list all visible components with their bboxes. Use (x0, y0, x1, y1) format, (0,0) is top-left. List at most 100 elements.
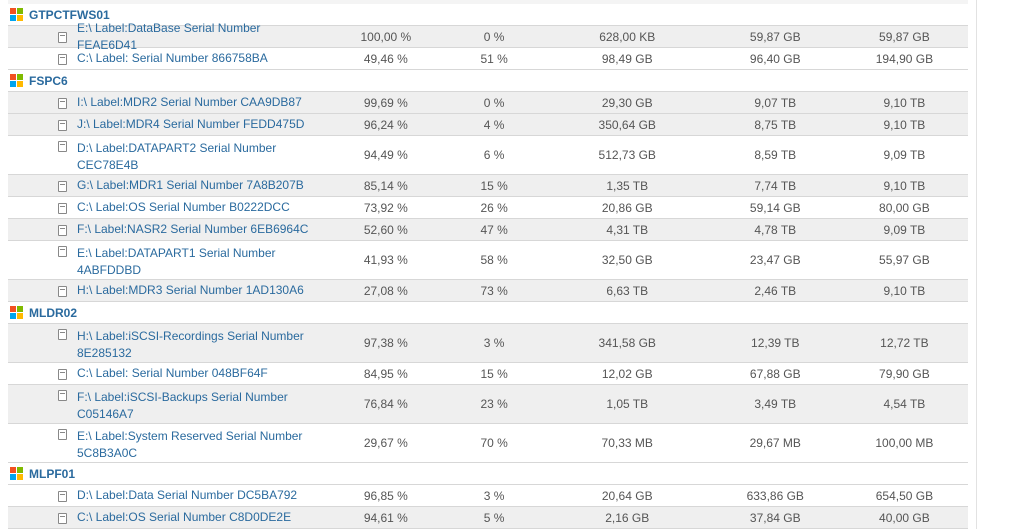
volume-link[interactable]: E:\ Label:System Reserved Serial Number … (77, 428, 303, 460)
used-size: 98,49 GB (601, 51, 653, 66)
free-size: 67,88 GB (749, 366, 801, 381)
used-percent: 85,14 % (363, 178, 408, 193)
table-row: E:\ Label:DATAPART1 Serial Number 4ABFDD… (8, 241, 968, 280)
volume-link[interactable]: F:\ Label:iSCSI-Backups Serial Number C0… (77, 389, 288, 421)
table-row: I:\ Label:MDR2 Serial Number CAA9DB87 99… (8, 92, 968, 114)
table-row: F:\ Label:NASR2 Serial Number 6EB6964C 5… (8, 219, 968, 241)
volume-icon (58, 202, 67, 214)
volume-icon (58, 53, 67, 65)
total-size: 9,10 TB (883, 283, 926, 298)
group-title[interactable]: GTPCTFWS01 (29, 7, 110, 22)
free-size: 37,84 GB (749, 510, 801, 525)
volume-table: GTPCTFWS01 E:\ Label:DataBase Serial Num… (8, 4, 968, 529)
free-percent: 26 % (480, 200, 508, 215)
table-row: H:\ Label:MDR3 Serial Number 1AD130A6 27… (8, 280, 968, 302)
used-percent: 73,92 % (363, 200, 408, 215)
free-percent: 70 % (480, 436, 508, 450)
group-row: FSPC6 (8, 70, 968, 92)
windows-icon (10, 306, 23, 319)
total-size: 100,00 MB (875, 436, 934, 450)
group-title[interactable]: MLPF01 (29, 466, 76, 481)
used-size: 2,16 GB (605, 510, 650, 525)
volume-icon (58, 490, 67, 502)
total-size: 79,90 GB (879, 366, 930, 381)
total-size: 80,00 GB (879, 200, 930, 215)
used-percent: 84,95 % (363, 366, 408, 381)
volume-link[interactable]: H:\ Label:MDR3 Serial Number 1AD130A6 (77, 283, 304, 297)
volume-link[interactable]: G:\ Label:MDR1 Serial Number 7A8B207B (77, 178, 304, 192)
free-percent: 73 % (480, 283, 508, 298)
table-row: E:\ Label:DataBase Serial Number FEAE6D4… (8, 21, 968, 52)
free-size: 29,67 MB (749, 436, 801, 450)
used-size: 12,02 GB (601, 366, 653, 381)
table-row: H:\ Label:iSCSI-Recordings Serial Number… (8, 324, 968, 363)
free-percent: 15 % (480, 366, 508, 381)
volume-icon (58, 285, 67, 297)
total-size: 9,10 TB (883, 95, 926, 110)
group-header[interactable]: MLPF01 (8, 467, 75, 481)
total-size: 194,90 GB (875, 51, 934, 66)
windows-icon (10, 467, 23, 480)
used-size: 29,30 GB (601, 95, 653, 110)
group-header[interactable]: FSPC6 (8, 74, 68, 88)
volume-link[interactable]: D:\ Label:Data Serial Number DC5BA792 (77, 488, 298, 502)
volume-link[interactable]: F:\ Label:NASR2 Serial Number 6EB6964C (77, 222, 309, 236)
used-size: 4,31 TB (606, 222, 649, 237)
volume-link[interactable]: C:\ Label:OS Serial Number B0222DCC (77, 200, 290, 214)
group-header[interactable]: GTPCTFWS01 (8, 8, 110, 22)
table-row: D:\ Label:DATAPART2 Serial Number CEC78E… (8, 136, 968, 175)
used-size: 20,64 GB (601, 488, 653, 503)
free-size: 12,39 TB (751, 336, 800, 350)
used-percent: 52,60 % (363, 222, 408, 237)
total-size: 9,10 TB (883, 178, 926, 193)
total-size: 654,50 GB (875, 488, 934, 503)
free-percent: 0 % (483, 95, 505, 110)
volume-link[interactable]: J:\ Label:MDR4 Serial Number FEDD475D (77, 117, 305, 131)
used-size: 20,86 GB (601, 200, 653, 215)
volume-link[interactable]: E:\ Label:DataBase Serial Number FEAE6D4… (77, 20, 261, 52)
free-percent: 15 % (480, 178, 508, 193)
volume-icon (58, 224, 67, 236)
table-row: C:\ Label: Serial Number 048BF64F 84,95 … (8, 363, 968, 385)
volume-link[interactable]: I:\ Label:MDR2 Serial Number CAA9DB87 (77, 95, 302, 109)
free-size: 2,46 TB (754, 283, 797, 298)
volume-icon (58, 119, 67, 131)
used-percent: 94,61 % (363, 510, 408, 525)
used-percent: 100,00 % (360, 29, 412, 44)
group-row: MLDR02 (8, 302, 968, 324)
used-size: 628,00 KB (599, 29, 656, 44)
group-title[interactable]: MLDR02 (29, 305, 78, 320)
volume-link[interactable]: E:\ Label:DATAPART1 Serial Number 4ABFDD… (77, 245, 276, 277)
free-size: 3,49 TB (754, 397, 797, 411)
group-row: GTPCTFWS01 (8, 4, 968, 26)
used-percent: 27,08 % (363, 283, 408, 298)
table-row: D:\ Label:Data Serial Number DC5BA792 96… (8, 485, 968, 507)
group-header[interactable]: MLDR02 (8, 306, 77, 320)
used-percent: 76,84 % (363, 397, 408, 411)
volume-link[interactable]: C:\ Label: Serial Number 866758BA (77, 51, 268, 65)
free-size: 633,86 GB (746, 488, 804, 503)
total-size: 40,00 GB (879, 510, 930, 525)
volume-icon (58, 31, 67, 43)
free-size: 8,75 TB (754, 117, 797, 132)
total-size: 9,09 TB (883, 222, 926, 237)
used-size: 350,64 GB (598, 117, 656, 132)
volume-icon (58, 428, 67, 440)
volume-link[interactable]: C:\ Label:OS Serial Number C8D0DE2E (77, 510, 292, 524)
volume-link[interactable]: D:\ Label:DATAPART2 Serial Number CEC78E… (77, 140, 277, 172)
group-title[interactable]: FSPC6 (29, 73, 68, 88)
total-size: 55,97 GB (879, 253, 930, 267)
free-percent: 23 % (480, 397, 508, 411)
volume-link[interactable]: H:\ Label:iSCSI-Recordings Serial Number… (77, 328, 304, 360)
table-row: C:\ Label:OS Serial Number C8D0DE2E 94,6… (8, 507, 968, 529)
volume-link[interactable]: C:\ Label: Serial Number 048BF64F (77, 366, 268, 380)
used-size: 6,63 TB (606, 283, 649, 298)
free-percent: 51 % (480, 51, 508, 66)
volume-icon (58, 140, 67, 152)
total-size: 4,54 TB (883, 397, 926, 411)
free-size: 7,74 TB (754, 178, 797, 193)
total-size: 12,72 TB (880, 336, 929, 350)
volume-icon (58, 512, 67, 524)
free-size: 96,40 GB (749, 51, 801, 66)
volume-icon (58, 245, 67, 257)
